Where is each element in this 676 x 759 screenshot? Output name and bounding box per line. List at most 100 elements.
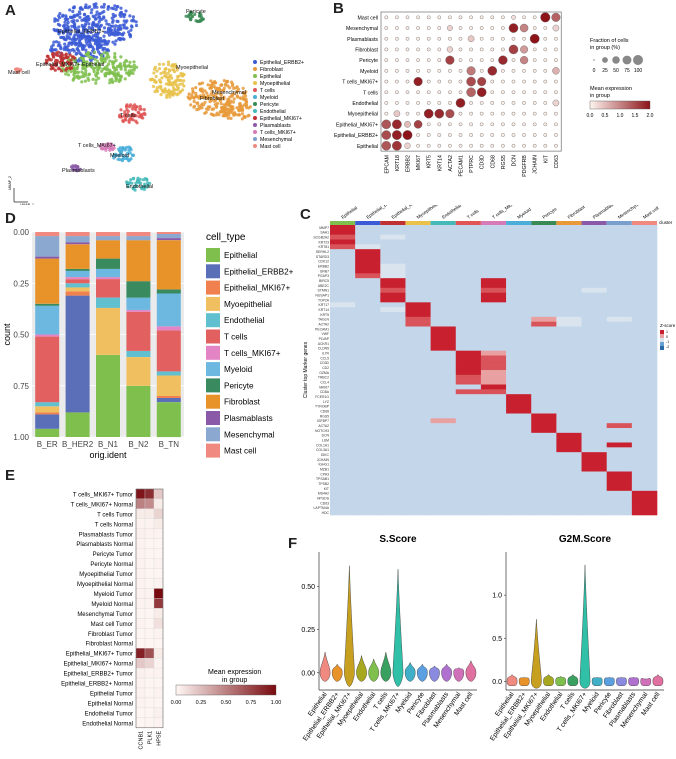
- umap-point: [84, 3, 88, 7]
- dotplot-dot: [490, 47, 495, 52]
- umap-point: [80, 80, 84, 84]
- umap-point: [45, 54, 50, 58]
- heatmap-c-cell: [430, 486, 457, 492]
- umap-point: [113, 27, 117, 31]
- umap-point: [105, 64, 109, 68]
- bar-chart-x-tick: B_HER2: [62, 440, 94, 449]
- dotplot-dot: [381, 140, 392, 151]
- umap-point: [123, 117, 127, 121]
- heatmap-c-cell: [506, 316, 532, 322]
- heatmap-c-cell: [380, 461, 406, 467]
- umap-point: [119, 6, 123, 10]
- heatmap-e-cell: [153, 648, 164, 659]
- dotplot-size-legend-tick: 100: [634, 68, 643, 74]
- heatmap-c-cell: [330, 394, 356, 400]
- umap-point: [96, 31, 100, 35]
- umap-point: [110, 60, 114, 64]
- heatmap-c-cell: [581, 350, 607, 356]
- heatmap-c-cluster-label: Plasmablasts: [592, 205, 617, 220]
- umap-point: [203, 89, 207, 93]
- heatmap-c-cell: [455, 389, 482, 395]
- dotplot-color-legend-tick: 1.0: [617, 113, 624, 119]
- umap-point: [240, 117, 244, 121]
- heatmap-c-cell: [606, 326, 633, 332]
- umap-point: [116, 157, 120, 161]
- heatmap-c-cell: [556, 287, 582, 293]
- dotplot-dot: [511, 58, 516, 62]
- umap-point: [81, 66, 85, 70]
- heatmap-c-cell: [355, 316, 381, 322]
- umap-point: [187, 92, 191, 96]
- dotplot-dot: [543, 79, 548, 84]
- umap-point: [88, 5, 92, 9]
- umap-point: [176, 88, 180, 92]
- heatmap-c-cell: [455, 379, 482, 385]
- heatmap-e-cell: [135, 588, 146, 599]
- umap-point: [95, 35, 99, 39]
- bar-chart-ylabel: count: [2, 323, 12, 346]
- heatmap-c-gene-label: GZMA: [319, 371, 330, 375]
- umap-point: [125, 114, 129, 119]
- dotplot-dot: [501, 15, 505, 20]
- heatmap-e-cell: [153, 618, 164, 629]
- heatmap-c-cell: [581, 336, 607, 342]
- heatmap-c-cell: [581, 394, 607, 400]
- dotplot-dot: [520, 45, 529, 54]
- dotplot-dot: [479, 111, 484, 116]
- heatmap-c-cell: [531, 370, 557, 376]
- heatmap-c-cell: [606, 403, 633, 409]
- umap-point: [89, 11, 93, 15]
- heatmap-c-cell: [531, 413, 557, 419]
- heatmap-c-cell: [355, 442, 381, 448]
- dotplot-dot: [384, 58, 389, 62]
- umap-point: [81, 44, 85, 48]
- heatmap-c-cell: [430, 432, 457, 438]
- heatmap-c-cell: [506, 278, 532, 284]
- heatmap-c-cluster-bar: [405, 221, 431, 225]
- heatmap-c-cell: [581, 263, 607, 269]
- heatmap-c-cell: [455, 394, 482, 400]
- dotplot-dot: [416, 36, 420, 41]
- heatmap-c-cell: [606, 505, 633, 511]
- dotplot-dot: [511, 90, 516, 95]
- umap-point: [244, 90, 248, 94]
- dotplot-dot: [426, 143, 431, 148]
- dotplot-dot: [416, 15, 420, 20]
- umap-point: [83, 79, 87, 83]
- heatmap-e-legend-tick: 0.50: [221, 700, 232, 706]
- heatmap-c-gene-label: BIRC5: [319, 279, 329, 283]
- heatmap-c-cell: [556, 316, 582, 322]
- heatmap-c-cell: [631, 442, 658, 448]
- heatmap-c-cell: [330, 345, 356, 351]
- heatmap-c-cell: [556, 476, 582, 482]
- heatmap-c-cell: [606, 510, 633, 516]
- umap-point: [178, 82, 182, 86]
- umap-point: [65, 18, 69, 22]
- dotplot-dot: [426, 122, 431, 127]
- heatmap-c-cell: [330, 350, 356, 356]
- heatmap-c-cell: [556, 321, 582, 327]
- heatmap-c-cell: [606, 229, 633, 235]
- heatmap-c-cell: [556, 229, 582, 235]
- heatmap-c-cell: [606, 486, 633, 492]
- umap-point: [184, 14, 188, 18]
- heatmap-c-cell: [380, 341, 406, 347]
- heatmap-c-cell: [405, 423, 431, 429]
- heatmap-c-cell: [480, 394, 507, 400]
- violin-s-score-fibroblast: [429, 665, 440, 682]
- bar-chart-legend-swatch: [206, 329, 220, 344]
- umap-point: [203, 111, 207, 115]
- violin-g2m-score-epithelial: [506, 674, 518, 686]
- heatmap-c-cell: [480, 302, 507, 308]
- umap-legend-swatch: [253, 130, 257, 134]
- bar-chart-y-tick: 1.00: [13, 433, 29, 442]
- umap-point: [119, 108, 123, 112]
- umap-point: [70, 24, 74, 28]
- umap-point: [63, 20, 67, 24]
- heatmap-c-cell: [355, 447, 381, 453]
- dotplot-dot: [543, 133, 548, 137]
- umap-point: [165, 95, 169, 99]
- umap-point: [214, 113, 218, 117]
- heatmap-c-cell: [455, 283, 482, 289]
